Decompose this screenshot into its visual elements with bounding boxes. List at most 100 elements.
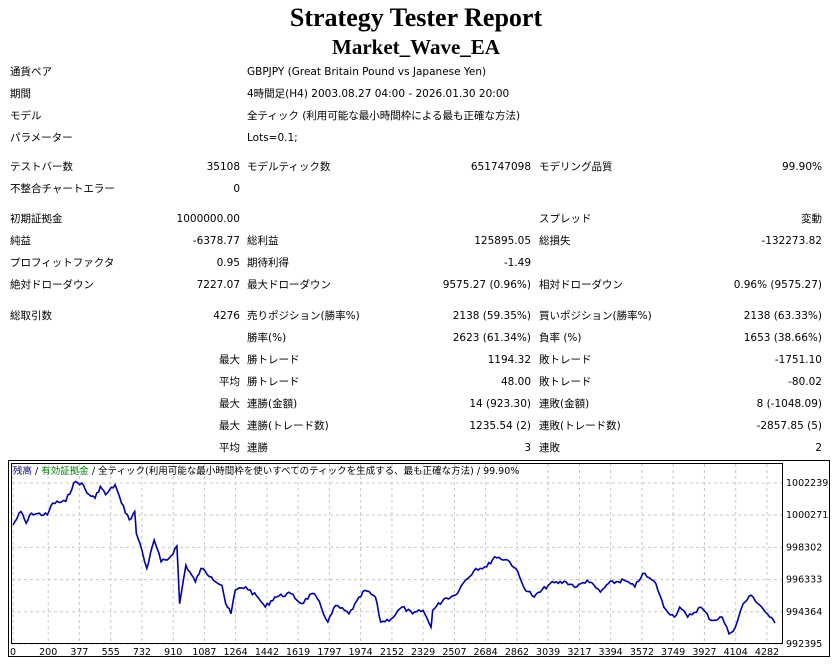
stat-label: 敗トレード <box>539 376 592 388</box>
stat-value: -80.02 <box>788 376 822 388</box>
x-tick-label: 3749 <box>661 647 685 657</box>
stat-value: 最大 <box>219 420 240 432</box>
stat-label: 勝トレード <box>247 354 300 366</box>
stat-value: 1653 (38.66%) <box>743 332 822 344</box>
stats-row: 最大 連勝(金額) 14 (923.30) 連敗(金額) 8 (-1048.09) <box>10 393 822 415</box>
stat-value: 651747098 <box>470 161 531 173</box>
y-tick-label: 998302 <box>786 542 822 553</box>
stat-label: 最大ドローダウン <box>247 279 331 291</box>
stat-label <box>247 178 397 200</box>
stat-value: 1000000.00 <box>176 213 240 225</box>
stat-value: 8 (-1048.09) <box>756 398 822 410</box>
stat-label: 総取引数 <box>10 310 52 322</box>
y-tick-label: 994364 <box>786 607 822 618</box>
x-tick-label: 3572 <box>630 647 654 657</box>
stat-value: 0.96% (9575.27) <box>733 279 822 291</box>
stat-value: 2138 (63.33%) <box>743 310 822 322</box>
x-tick-label: 3927 <box>692 647 716 657</box>
info-value: GBPJPY (Great Britain Pound vs Japanese … <box>247 66 487 78</box>
stat-value: 7227.07 <box>196 279 240 291</box>
stat-value: -132273.82 <box>761 235 822 247</box>
stat-value: 平均 <box>219 442 240 454</box>
legend-separator: / <box>92 466 96 477</box>
stat-value: -1.49 <box>503 257 531 269</box>
x-tick-label: 1442 <box>255 647 279 657</box>
stat-value: 2138 (59.35%) <box>452 310 531 322</box>
plot-area <box>11 463 783 644</box>
stat-label: 総損失 <box>539 235 571 247</box>
stat-label <box>10 371 160 393</box>
x-tick-label: 2329 <box>411 647 435 657</box>
info-row: パラメーター Lots=0.1; <box>10 127 822 149</box>
stats-row: 最大 勝トレード 1194.32 敗トレード -1751.10 <box>10 349 822 371</box>
stats-row: 勝率(%) 2623 (61.34%) 負率 (%) 1653 (38.66%) <box>10 327 822 349</box>
stats-row: 初期証拠金 1000000.00 スプレッド 変動 <box>10 208 822 230</box>
stat-label <box>247 208 397 230</box>
chart-frame <box>8 460 830 657</box>
stat-value: 変動 <box>801 213 822 225</box>
stat-label: 連勝 <box>247 442 268 454</box>
stats-row: 絶対ドローダウン 7227.07 最大ドローダウン 9575.27 (0.96%) 相対… <box>10 274 822 296</box>
stat-value: 3 <box>524 442 531 454</box>
stat-label: モデルティック数 <box>247 161 331 173</box>
x-tick-label: 3039 <box>536 647 560 657</box>
stat-value: 1235.54 (2) <box>469 420 531 432</box>
stats-row: 平均 勝トレード 48.00 敗トレード -80.02 <box>10 371 822 393</box>
info-value: Lots=0.1; <box>247 132 298 144</box>
x-tick-label: 2862 <box>505 647 529 657</box>
stat-value: 1194.32 <box>487 354 531 366</box>
info-label: 期間 <box>10 88 31 100</box>
info-value: 4時間足(H4) 2003.08.27 04:00 - 2026.01.30 2… <box>247 88 510 100</box>
stat-label: 勝トレード <box>247 376 300 388</box>
legend-balance: 残高 <box>13 465 32 477</box>
balance-chart: 0 200 377 555 732 910 1087 1264 1442 1619 1797 1974… <box>8 460 830 657</box>
stat-label <box>539 178 689 200</box>
stat-label: 連勝(トレード数) <box>247 420 329 432</box>
stat-label: 敗トレード <box>539 354 592 366</box>
x-tick-label: 1087 <box>192 647 216 657</box>
stat-value: 0.95 <box>216 257 240 269</box>
stat-value: 2 <box>815 442 822 454</box>
x-tick-label: 4104 <box>724 647 748 657</box>
info-label: パラメーター <box>10 132 73 144</box>
stats-row: プロフィットファクタ 0.95 期待利得 -1.49 <box>10 252 822 274</box>
stat-label: 期待利得 <box>247 257 289 269</box>
x-tick-label: 1974 <box>348 647 372 657</box>
stat-value: 48.00 <box>500 376 531 388</box>
stats-row: 平均 連勝 3 連敗 2 <box>10 437 822 459</box>
stat-value <box>160 327 240 349</box>
stat-value: 99.90% <box>781 161 822 173</box>
x-tick-label: 910 <box>164 647 182 657</box>
stat-value: 14 (923.30) <box>469 398 531 410</box>
y-tick-label: 1000271 <box>786 510 828 521</box>
report-title: Strategy Tester Report <box>289 3 543 32</box>
stat-label: 売りポジション(勝率%) <box>247 310 360 322</box>
chart-legend: 残高 / 有効証拠金 / 全ティック(利用可能な最小時間枠を使いすべてのティック… <box>13 465 519 477</box>
x-tick-label: 732 <box>133 647 151 657</box>
stats-row: テストバー数 35108 モデルティック数 651747098 モデリング品質 99.90… <box>10 156 822 178</box>
x-tick-label: 377 <box>70 647 88 657</box>
stat-value: 0 <box>233 183 240 195</box>
info-row: 期間 4時間足(H4) 2003.08.27 04:00 - 2026.01.30… <box>10 83 822 105</box>
stat-label: 絶対ドローダウン <box>10 279 94 291</box>
legend-equity: 有効証拠金 <box>41 465 89 477</box>
stat-label <box>10 393 160 415</box>
stat-value: -2857.85 (5) <box>756 420 822 432</box>
stat-value: 4276 <box>213 310 240 322</box>
stats-row: 純益 -6378.77 総利益 125895.05 総損失 -132273.82 <box>10 230 822 252</box>
stat-label: 勝率(%) <box>247 332 287 344</box>
stat-label: 連敗(トレード数) <box>539 420 621 432</box>
stat-value: 平均 <box>219 376 240 388</box>
x-tick-label: 1264 <box>223 647 247 657</box>
x-tick-label: 3394 <box>599 647 623 657</box>
stat-label <box>10 349 160 371</box>
stat-label <box>10 437 160 459</box>
stat-label: 連勝(金額) <box>247 398 298 410</box>
stat-value <box>689 178 822 200</box>
stat-label: 総利益 <box>247 235 279 247</box>
stat-label: 相対ドローダウン <box>539 279 623 291</box>
x-tick-label: 2152 <box>380 647 404 657</box>
stat-label: 純益 <box>10 235 31 247</box>
stat-value: 35108 <box>206 161 240 173</box>
stat-value: 125895.05 <box>474 235 531 247</box>
